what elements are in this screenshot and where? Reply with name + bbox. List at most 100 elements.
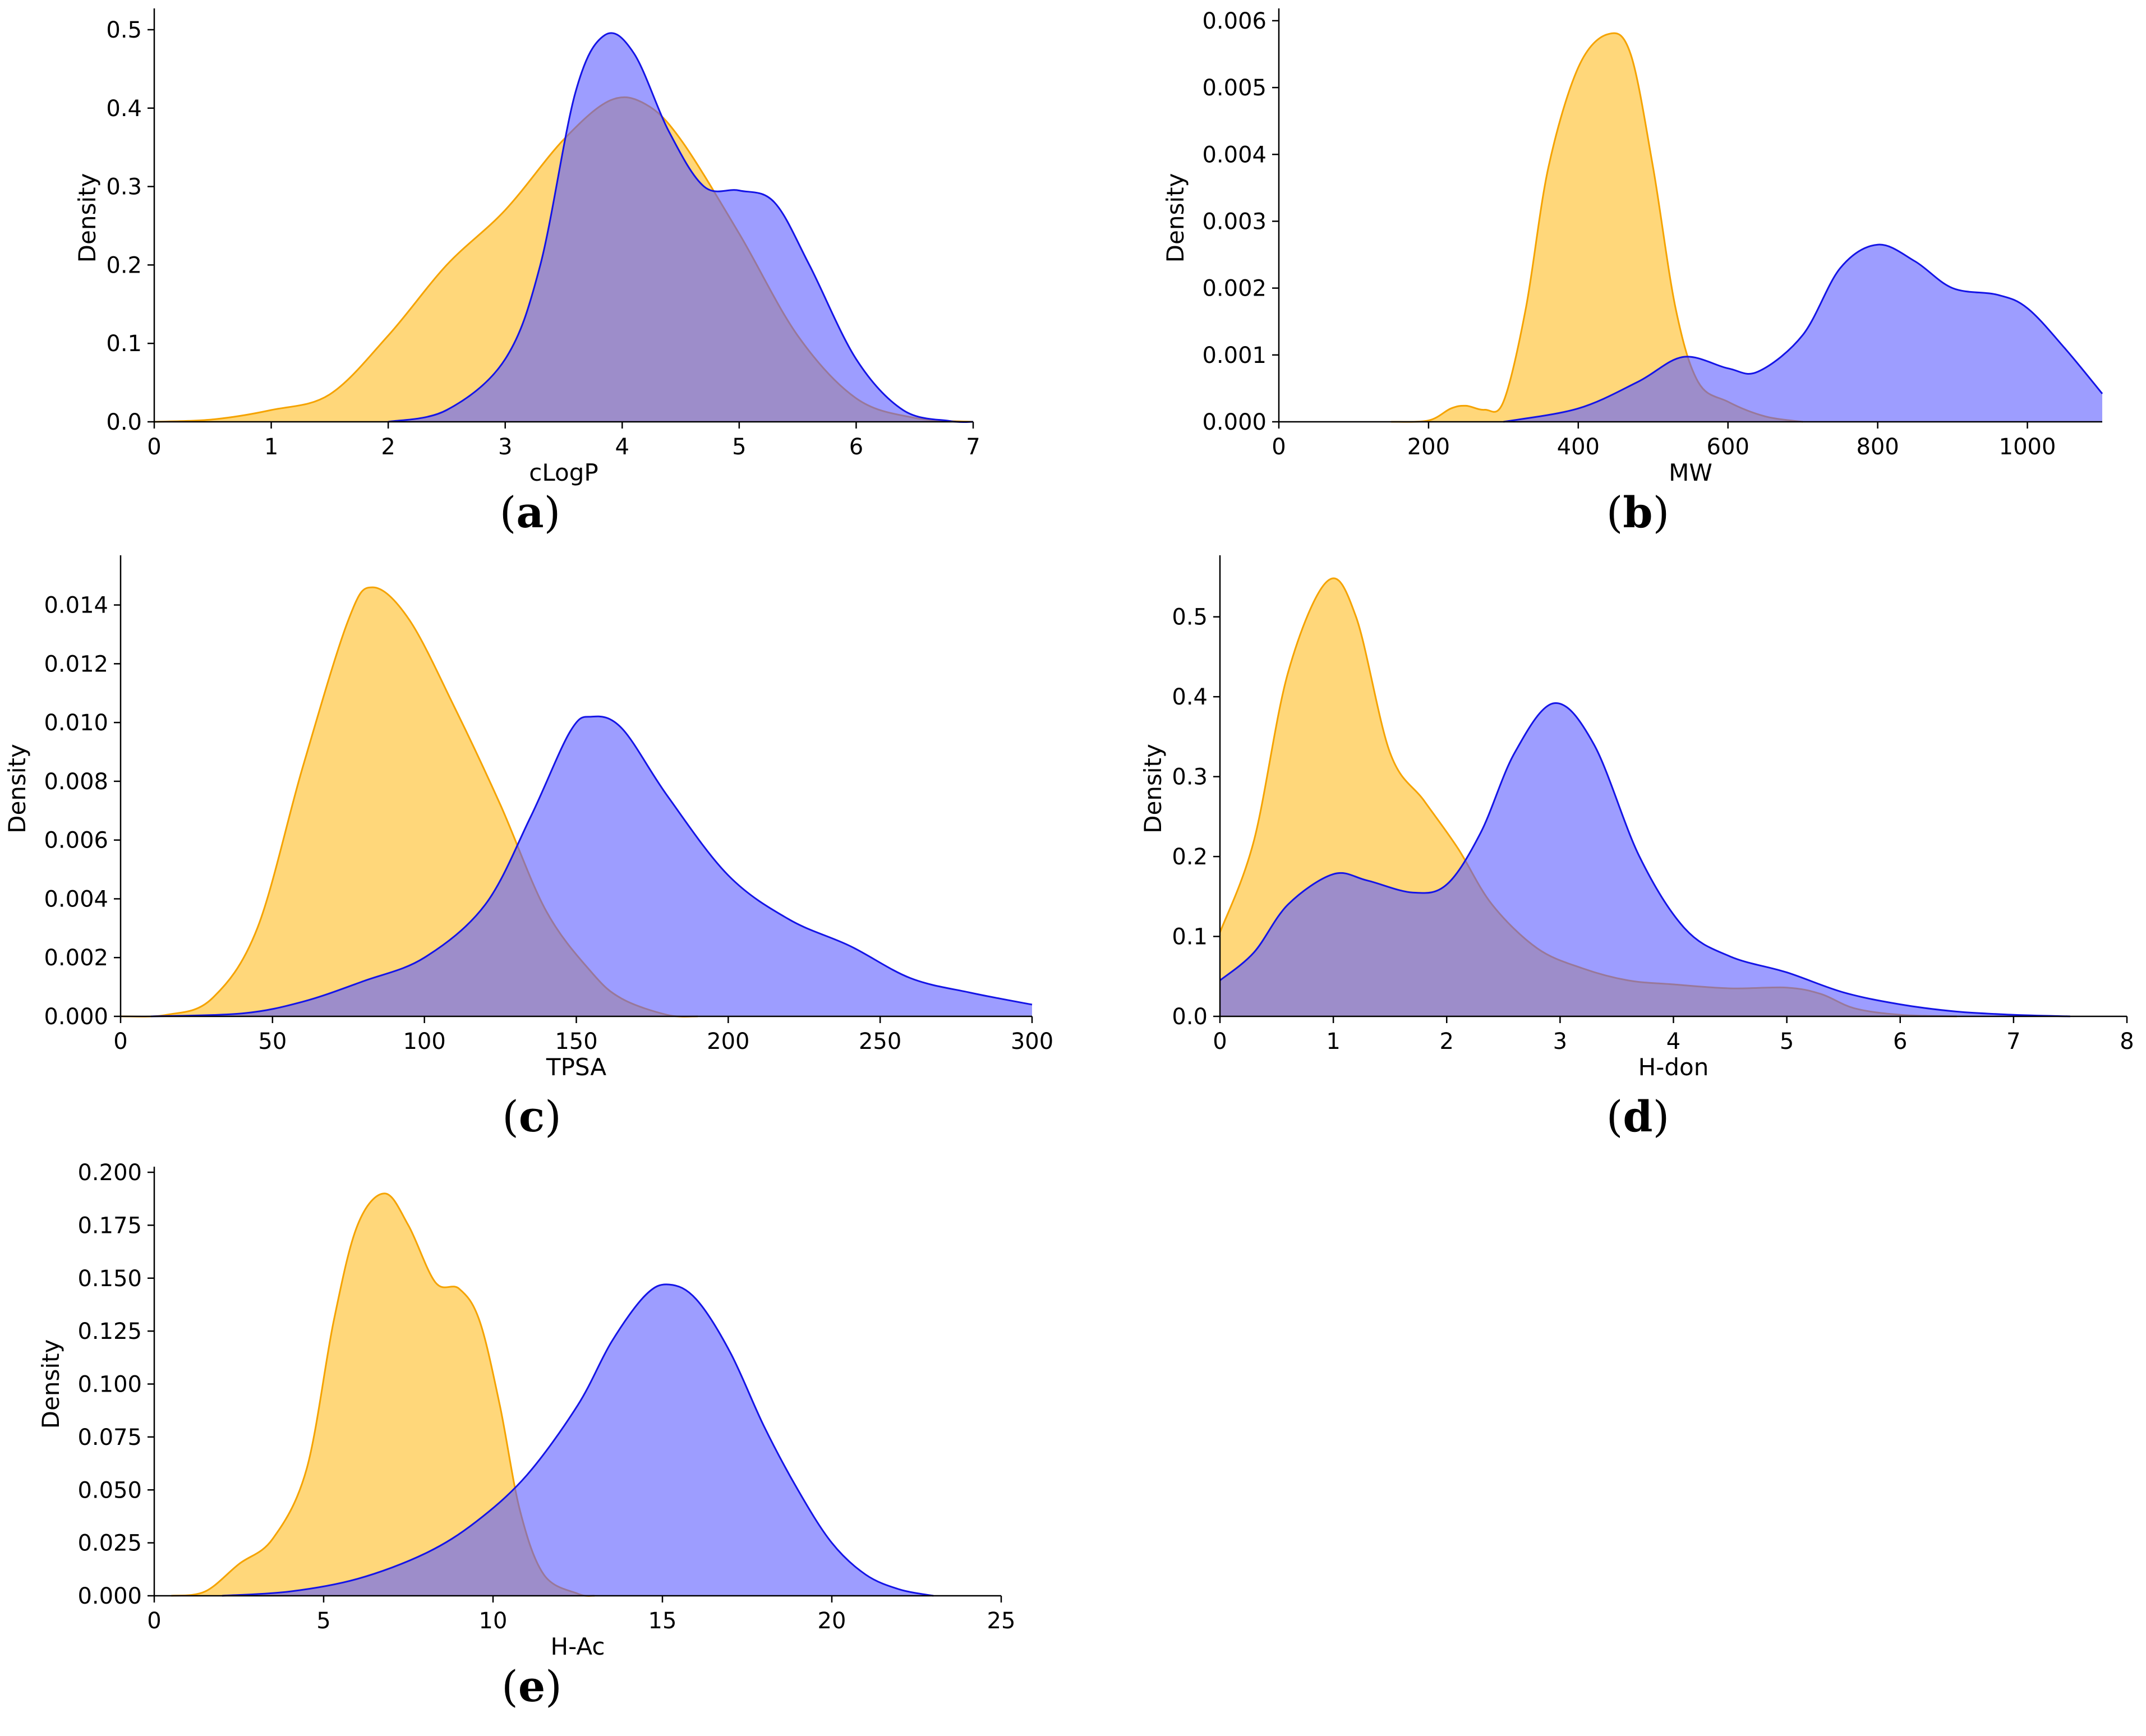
y-tick-label: 0.150 (77, 1266, 142, 1292)
panel-label-c: (c) (502, 1092, 561, 1141)
panel-label-a: (a) (500, 487, 561, 537)
x-tick-label: 2 (1440, 1029, 1454, 1055)
y-tick-label: 0.010 (44, 710, 108, 736)
x-tick-label: 800 (1856, 434, 1899, 460)
x-tick-label: 400 (1557, 434, 1600, 460)
y-tick-label: 0.025 (77, 1531, 142, 1557)
chart-panel-c: 0 50 100 150 200 250 300 0.000 0.002 0.004 0.006 0.… (3, 555, 1053, 1141)
series-area-orange-c (121, 587, 698, 1017)
series-area-blue-c (151, 716, 1033, 1016)
y-tick-label: 0.200 (77, 1160, 142, 1186)
x-tick-label: 100 (403, 1029, 445, 1055)
x-tick-label: 7 (2006, 1029, 2020, 1055)
y-tick-label: 0.075 (77, 1425, 142, 1450)
x-tick-label: 250 (859, 1029, 901, 1055)
x-axis-label-c: TPSA (546, 1053, 606, 1081)
y-tick-label: 0.100 (77, 1372, 142, 1398)
chart-panel-d: 0 1 2 3 4 5 6 7 8 0.0 0.1 0.2 0.3 0.4 0.5 H-don Density (… (1139, 555, 2134, 1141)
x-axis-label-b: MW (1669, 459, 1712, 486)
x-tick-label: 200 (707, 1029, 749, 1055)
x-tick-label: 1000 (1999, 434, 2056, 460)
y-tick-label: 0.3 (1172, 765, 1208, 790)
series-area-blue-a (388, 33, 973, 422)
y-tick-label: 0.000 (1202, 409, 1267, 435)
series-area-blue-d (1220, 703, 2070, 1016)
x-tick-label: 50 (258, 1029, 287, 1055)
x-tick-label: 0 (147, 434, 161, 460)
y-tick-label: 0.050 (77, 1477, 142, 1503)
panel-label-e: (e) (501, 1661, 562, 1711)
y-tick-label: 0.002 (44, 945, 108, 971)
y-tick-label: 0.003 (1202, 209, 1267, 234)
y-tick-label: 0.2 (106, 252, 142, 278)
x-axis-label-d: H-don (1638, 1053, 1709, 1081)
y-tick-label: 0.1 (1172, 924, 1208, 950)
y-axis-label-d: Density (1139, 744, 1167, 834)
y-tick-label: 0.1 (106, 331, 142, 357)
panel-label-b: (b) (1606, 487, 1669, 537)
y-tick-label: 0.5 (1172, 605, 1208, 630)
x-tick-label: 6 (1893, 1029, 1907, 1055)
y-axis-label-e: Density (37, 1339, 65, 1429)
series-line-blue-e (222, 1283, 934, 1597)
y-tick-label: 0.0 (1172, 1004, 1208, 1030)
y-tick-label: 0.3 (106, 174, 142, 200)
x-tick-label: 0 (113, 1029, 127, 1055)
x-tick-label: 300 (1011, 1029, 1053, 1055)
y-tick-label: 0.008 (44, 769, 108, 795)
x-tick-label: 5 (1780, 1029, 1794, 1055)
chart-panel-b: 0 200 400 600 800 1000 0.000 0.001 0.002 0.003 0.0… (1162, 8, 2103, 537)
x-tick-label: 4 (1666, 1029, 1680, 1055)
x-tick-label: 5 (732, 434, 746, 460)
x-tick-label: 5 (316, 1608, 330, 1634)
y-tick-label: 0.5 (106, 17, 142, 43)
x-tick-label: 3 (498, 434, 512, 460)
x-tick-label: 0 (1213, 1029, 1227, 1055)
series-line-blue-a (388, 32, 974, 423)
series-line-blue-b (1503, 243, 2103, 423)
chart-panel-e: 0 5 10 15 20 25 0.000 0.025 0.050 0.075 0.100 0.125… (37, 1160, 1015, 1711)
x-tick-label: 150 (555, 1029, 597, 1055)
y-tick-label: 0.4 (1172, 684, 1208, 710)
x-axis-label-e: H-Ac (551, 1633, 605, 1660)
x-tick-label: 7 (966, 434, 980, 460)
x-tick-label: 0 (147, 1608, 161, 1634)
y-tick-label: 0.012 (44, 651, 108, 677)
y-tick-label: 0.2 (1172, 844, 1208, 870)
x-tick-label: 2 (381, 434, 395, 460)
x-tick-label: 8 (2120, 1029, 2134, 1055)
y-tick-label: 0.000 (44, 1004, 108, 1030)
y-axis-label-b: Density (1162, 173, 1189, 263)
x-axis-label-a: cLogP (529, 459, 598, 486)
y-tick-label: 0.005 (1202, 75, 1267, 101)
y-tick-label: 0.175 (77, 1213, 142, 1238)
y-tick-label: 0.014 (44, 593, 108, 619)
chart-panel-a: 0 1 2 3 4 5 6 7 0.0 0.1 0.2 0.3 0.4 0.5 cLogP Density (a… (73, 8, 980, 537)
y-tick-label: 0.006 (44, 828, 108, 854)
series-line-blue-d (1219, 702, 2070, 1017)
y-tick-label: 0.006 (1202, 8, 1267, 34)
x-tick-label: 4 (615, 434, 629, 460)
x-tick-label: 1 (1326, 1029, 1340, 1055)
x-tick-label: 25 (987, 1608, 1016, 1634)
x-tick-label: 20 (818, 1608, 846, 1634)
x-tick-label: 3 (1553, 1029, 1567, 1055)
y-tick-label: 0.004 (44, 886, 108, 912)
x-tick-label: 600 (1707, 434, 1749, 460)
y-tick-label: 0.000 (77, 1583, 142, 1609)
x-tick-label: 200 (1407, 434, 1450, 460)
x-tick-label: 6 (849, 434, 863, 460)
x-tick-label: 0 (1272, 434, 1286, 460)
series-area-blue-e (222, 1284, 934, 1596)
series-area-orange-e (171, 1193, 595, 1596)
y-tick-label: 0.125 (77, 1319, 142, 1344)
x-tick-label: 15 (648, 1608, 677, 1634)
y-tick-label: 0.4 (106, 96, 142, 122)
x-tick-label: 1 (264, 434, 278, 460)
y-tick-label: 0.002 (1202, 276, 1267, 302)
y-tick-label: 0.0 (106, 409, 142, 435)
y-tick-label: 0.004 (1202, 142, 1267, 168)
series-area-orange-b (1391, 33, 1803, 422)
y-tick-label: 0.001 (1202, 343, 1267, 369)
